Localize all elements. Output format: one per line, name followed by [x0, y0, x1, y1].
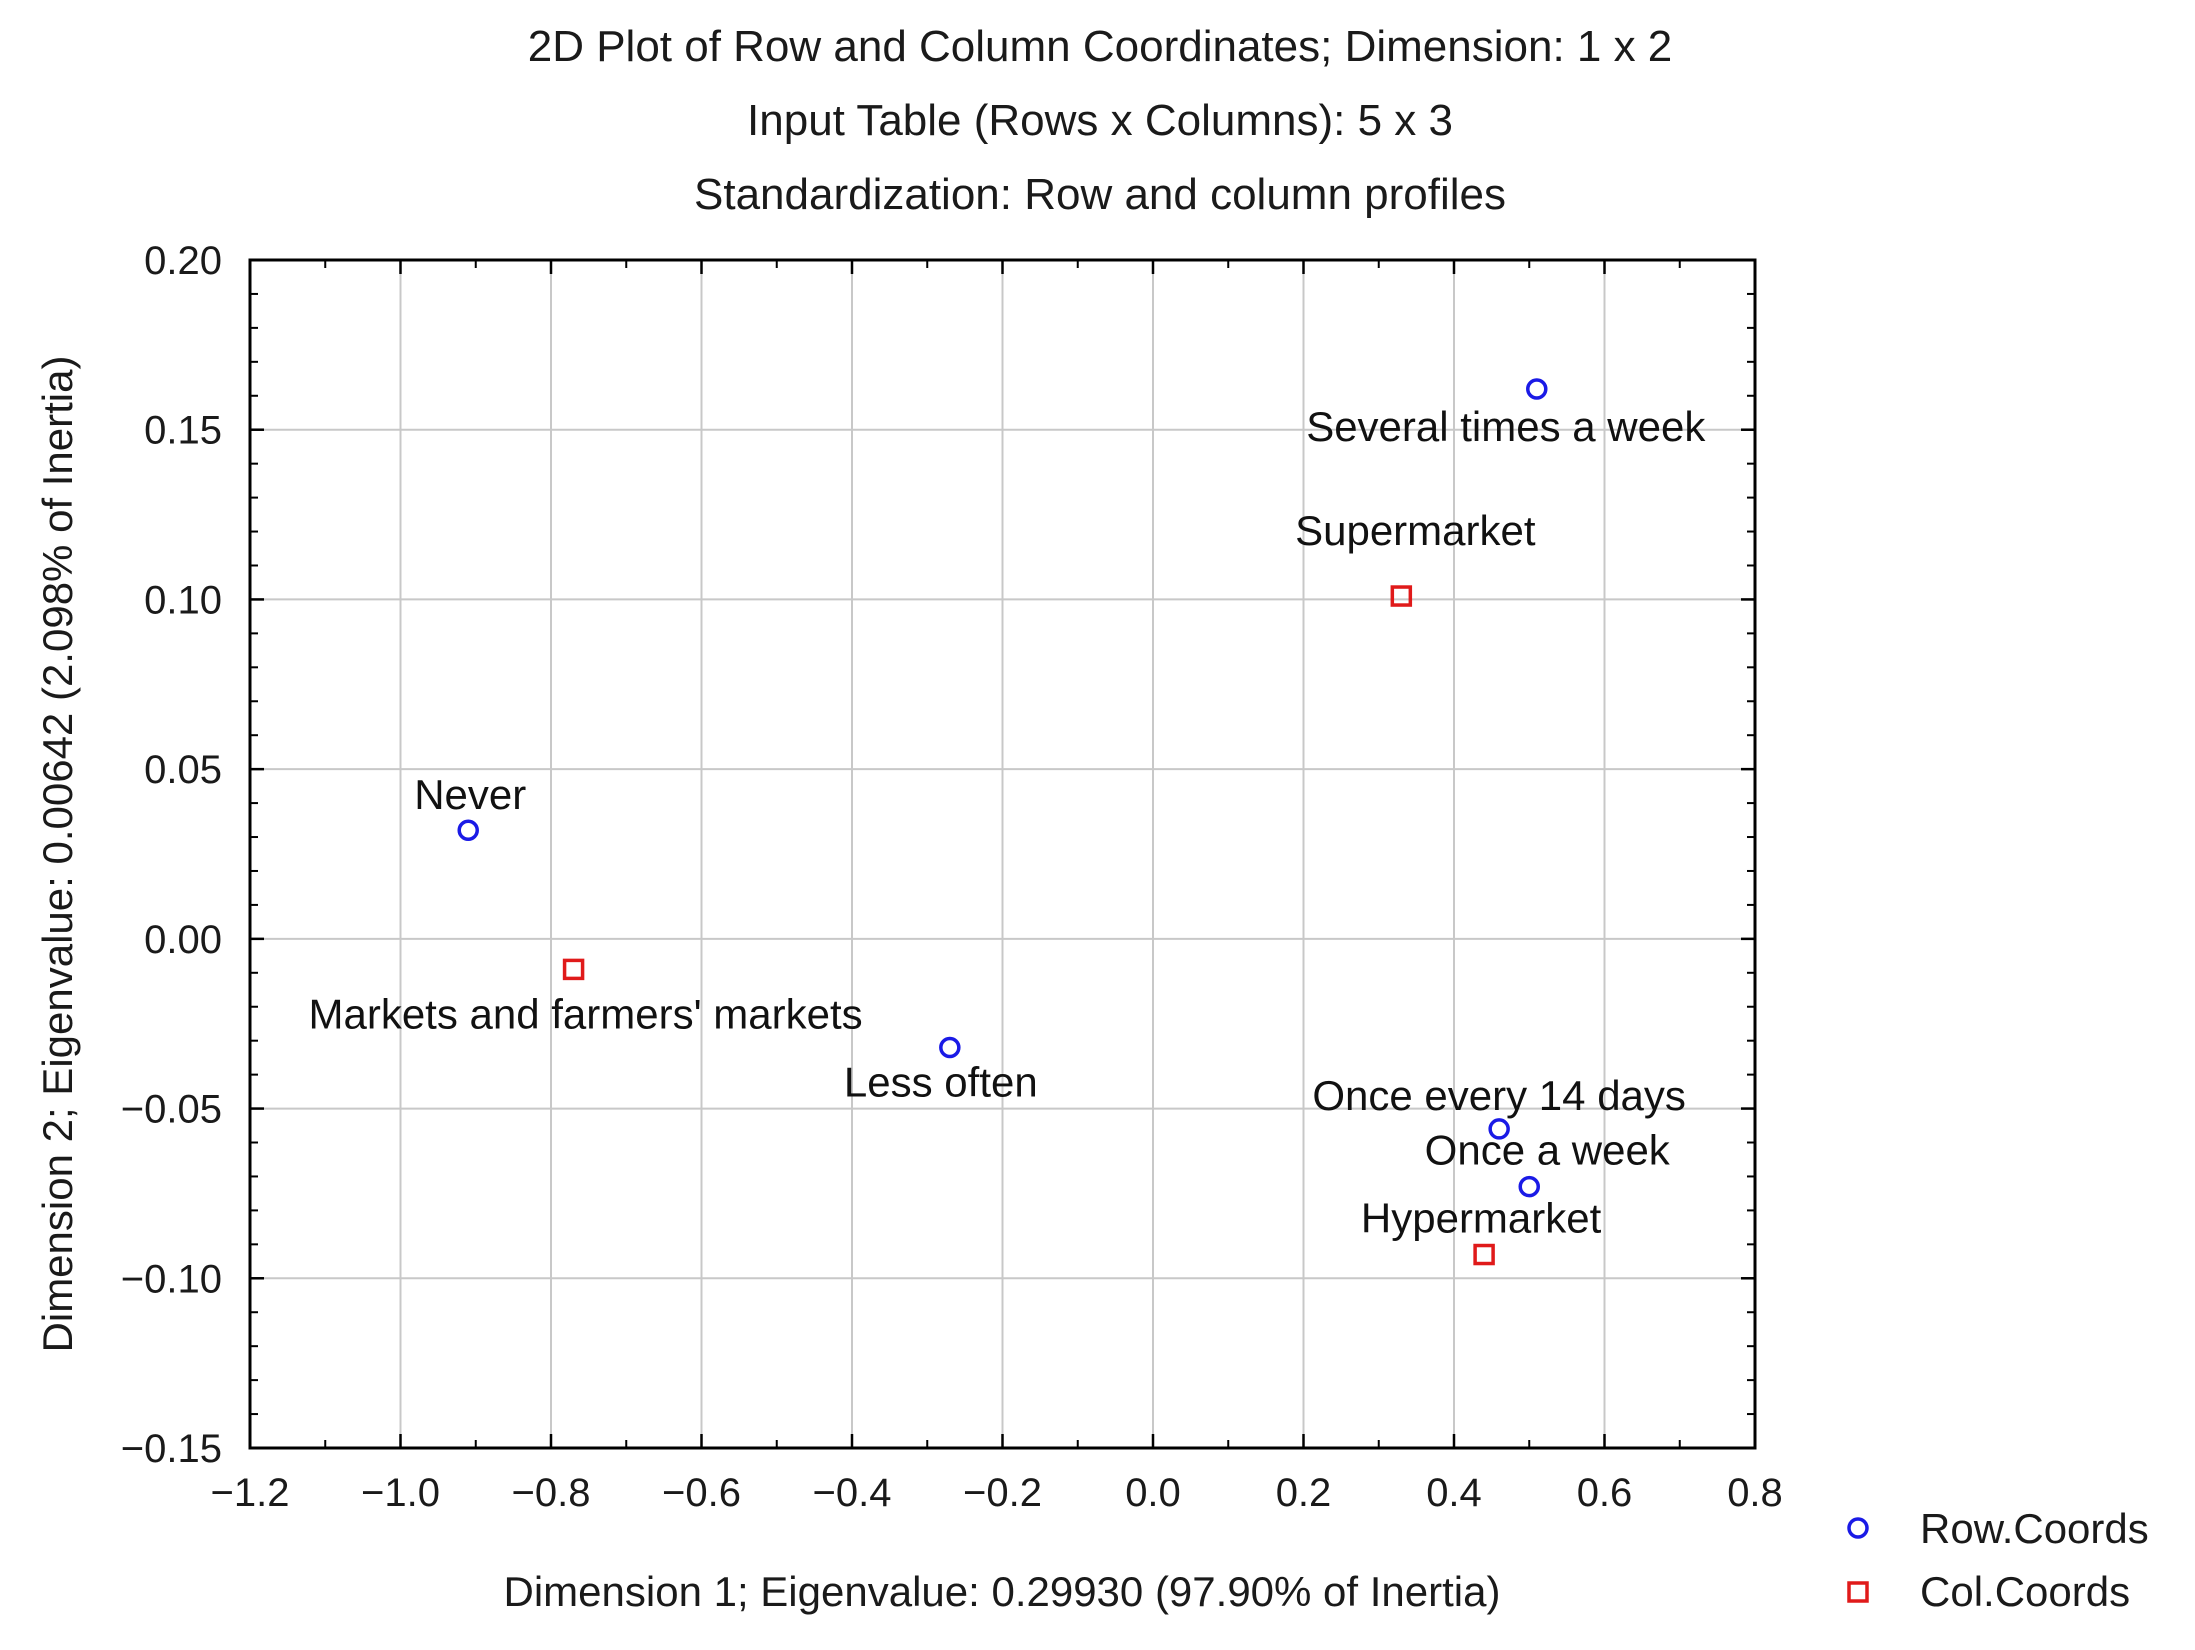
x-tick-label: 0.6	[1577, 1471, 1633, 1515]
x-tick-label: −0.6	[662, 1471, 741, 1515]
y-tick-label: −0.05	[121, 1088, 222, 1132]
x-tick-label: −1.0	[361, 1471, 440, 1515]
row-coord-point	[457, 819, 479, 841]
y-tick-label: 0.00	[144, 918, 222, 962]
point-label: Once every 14 days	[1312, 1072, 1686, 1119]
y-axis-label: Dimension 2; Eigenvalue: 0.00642 (2.098%…	[34, 356, 81, 1353]
legend-col-coords-marker	[1847, 1581, 1869, 1603]
x-tick-label: −0.8	[512, 1471, 591, 1515]
legend-row-coords-label: Row.Coords	[1920, 1505, 2149, 1552]
point-label: Several times a week	[1306, 403, 1706, 450]
x-tick-label: −0.4	[813, 1471, 892, 1515]
y-tick-label: 0.15	[144, 409, 222, 453]
col-coord-point	[562, 958, 585, 981]
x-tick-label: −1.2	[211, 1471, 290, 1515]
point-label: Markets and farmers' markets	[308, 990, 862, 1037]
point-label: Hypermarket	[1361, 1195, 1602, 1242]
point-label: Never	[414, 771, 526, 818]
y-tick-label: −0.15	[121, 1427, 222, 1471]
grid	[250, 260, 1755, 1448]
row-coord-point	[1518, 1175, 1540, 1198]
axis-ticks: −1.2 −1.0 −0.8 −0.6 −0.4 −0.2 0.0 0.2 0.4 0.6 0.8 −…	[121, 239, 1783, 1515]
x-tick-label: 0.4	[1426, 1471, 1482, 1515]
x-tick-label: 0.8	[1727, 1471, 1783, 1515]
y-tick-label: 0.05	[144, 748, 222, 792]
x-tick-label: 0.2	[1276, 1471, 1332, 1515]
point-label: Less often	[844, 1058, 1038, 1105]
row-coord-point	[1488, 1118, 1510, 1140]
point-labels: Several times a week Never Less often Once …	[308, 403, 1706, 1242]
chart-subtitle: Input Table (Rows x Columns): 5 x 3	[747, 96, 1453, 145]
chart-subtitle-standardization: Standardization: Row and column profiles	[693, 170, 1507, 219]
chart-title: 2D Plot of Row and Column Coordinates; D…	[527, 22, 1673, 71]
col-coord-point	[1473, 1243, 1495, 1266]
y-tick-label: 0.20	[144, 239, 222, 283]
y-tick-label: −0.10	[121, 1257, 222, 1301]
row-coord-point	[1526, 378, 1548, 400]
legend-col-coords-label: Col.Coords	[1920, 1568, 2130, 1615]
x-axis-label: Dimension 1; Eigenvalue: 0.29930 (97.90%…	[504, 1568, 1501, 1615]
col-coord-point	[1390, 585, 1413, 607]
y-tick-label: 0.10	[144, 578, 222, 622]
legend-row-coords-marker	[1847, 1517, 1869, 1539]
legend: Row.Coords Col.Coords	[1847, 1505, 2149, 1615]
x-tick-label: 0.0	[1125, 1471, 1181, 1515]
point-label: Supermarket	[1295, 507, 1536, 554]
x-tick-label: −0.2	[963, 1471, 1042, 1515]
data-points	[457, 378, 1548, 1266]
row-coord-point	[939, 1036, 961, 1059]
point-label: Once a week	[1425, 1127, 1671, 1174]
